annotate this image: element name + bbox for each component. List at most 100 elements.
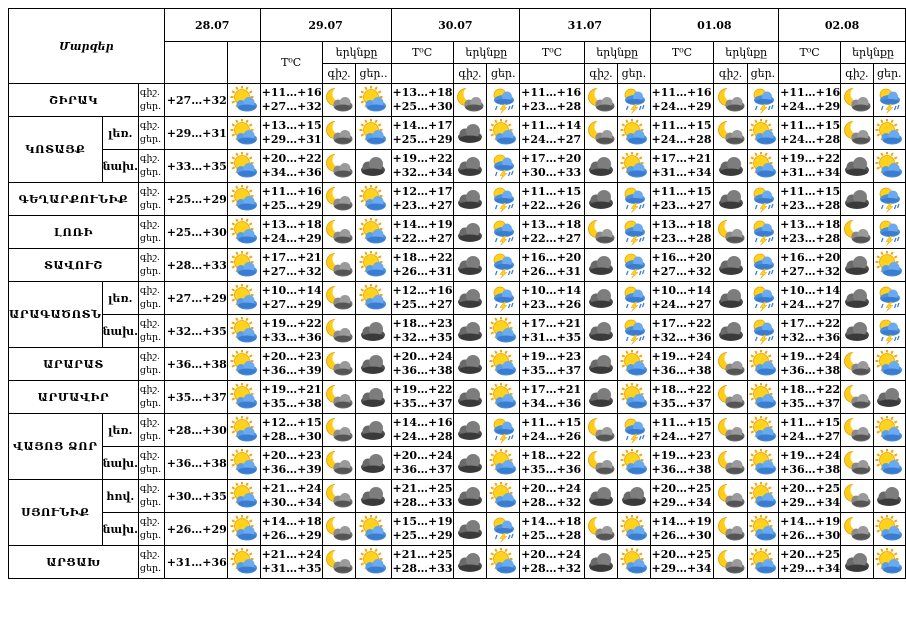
night-temp: +17…+22: [651, 317, 712, 330]
table-row: ԳԵՂԱՐՔՈՒՆԻՔ գիշ. ցեր. +25…+29 +11…+16 +25…+29…: [8, 182, 906, 216]
day-label: ցեր.: [139, 464, 162, 475]
day-header-day-3: ցեր.: [486, 63, 521, 84]
day-sky: [355, 83, 392, 117]
sun-behind-cloud-icon: [619, 383, 649, 409]
first-day-temp: +29…+31: [163, 116, 228, 150]
day-temp-cell: +11…+15 +24…+28: [778, 116, 842, 150]
night-sky: [452, 413, 488, 447]
day-temp: +23…+26: [521, 298, 582, 311]
day-temp-cell: +10…+14 +24…+27: [649, 281, 715, 315]
day-temp-cell: +16…+20 +26…+31: [519, 248, 585, 282]
night-sky: [452, 281, 488, 315]
night-sky: [840, 149, 874, 183]
cloud-rain-thunder-icon: [748, 187, 777, 213]
moon-behind-cloud-icon: [586, 218, 616, 244]
day-sky: [617, 380, 651, 414]
night-header-day-6: գիշ.: [840, 63, 874, 84]
table-row: ԱՐԱԳԱԾՈՏՆ լեռ. գիշ. ցեր. +27…+29 +10…+14 +27…+…: [8, 281, 906, 348]
time-of-day-label: գիշ. ցեր.: [137, 281, 165, 315]
night-sky: [583, 512, 619, 546]
sun-behind-cloud-icon: [229, 482, 259, 508]
moon-behind-cloud-icon: [842, 119, 872, 145]
night-label: գիշ.: [139, 120, 160, 131]
night-sky: [583, 215, 619, 249]
first-day-sky: [226, 446, 261, 480]
day-temp: +33…+36: [261, 331, 322, 344]
time-of-day-label: գիշ. ցեր.: [137, 83, 165, 117]
day-temp-cell: +13…+15 +29…+31: [259, 116, 323, 150]
temp-subheader-day-5: [649, 63, 715, 84]
night-temp: +14…+18: [261, 515, 322, 528]
night-temp: +16…+20: [521, 251, 582, 264]
night-temp: +12…+16: [392, 284, 453, 297]
night-temp: +19…+22: [392, 152, 453, 165]
sun-behind-cloud-icon: [619, 119, 649, 145]
day-sky: [486, 215, 521, 249]
day-temp-cell: +18…+22 +26…+31: [390, 248, 454, 282]
day-temp-cell: +18…+23 +32…+35: [390, 314, 454, 348]
moon-behind-cloud-icon: [586, 449, 616, 475]
night-sky: [452, 380, 488, 414]
night-temp: +14…+19: [780, 515, 841, 528]
first-day-temp: +25…+30: [163, 215, 228, 249]
day-sky: [746, 446, 780, 480]
day-temp: +26…+30: [780, 529, 841, 542]
night-temp: +13…+18: [392, 86, 453, 99]
moon-behind-cloud-icon: [842, 218, 872, 244]
region-subzone: հով.: [101, 479, 139, 513]
sun-behind-cloud-icon: [358, 284, 388, 310]
region-name: ԱՐՄԱՎԻՐ: [8, 380, 139, 414]
day-temp-cell: +20…+25 +29…+34: [778, 479, 842, 513]
night-sky: [321, 116, 357, 150]
day-sky: [355, 182, 392, 216]
moon-behind-cloud-icon: [716, 416, 746, 442]
first-day-sky: [226, 182, 261, 216]
sun-behind-cloud-icon: [874, 251, 904, 277]
night-sky: [452, 479, 488, 513]
sun-behind-cloud-icon: [358, 218, 388, 244]
night-temp: +21…+24: [261, 548, 322, 561]
cloud-rain-thunder-icon: [619, 319, 649, 345]
sun-behind-cloud-icon: [229, 218, 259, 244]
sky-header-day-6: երկնքը: [840, 41, 906, 64]
table-row: նախ. գիշ. ցեր. +26…+29 +14…+18 +26…+29 +15…+19…: [9, 512, 906, 546]
sun-behind-cloud-icon: [229, 383, 259, 409]
day-label: ցեր.: [139, 365, 162, 376]
day-sky: [355, 347, 392, 381]
sun-behind-cloud-icon: [619, 449, 649, 475]
first-day-temp: +27…+29: [163, 281, 228, 315]
day-header-day-4: ցեր.: [617, 63, 651, 84]
day-sky: [617, 182, 651, 216]
night-temp: +11…+15: [651, 416, 712, 429]
moon-behind-cloud-icon: [586, 86, 616, 112]
dark-cloud-icon: [716, 322, 746, 341]
day-temp: +31…+35: [521, 331, 582, 344]
moon-behind-cloud-icon: [324, 449, 354, 475]
night-temp: +14…+19: [392, 218, 453, 231]
night-sky: [713, 116, 748, 150]
cloud-rain-thunder-icon: [488, 418, 518, 444]
night-temp: +20…+25: [780, 482, 841, 495]
dark-cloud-icon: [455, 190, 485, 209]
day-temp: +36…+38: [651, 364, 712, 377]
moon-behind-cloud-icon: [324, 482, 354, 508]
sun-behind-cloud-icon: [748, 449, 777, 475]
day-sky: [617, 413, 651, 447]
cloud-rain-thunder-icon: [619, 220, 649, 246]
night-temp: +10…+14: [261, 284, 322, 297]
dark-cloud-icon: [842, 322, 872, 341]
night-sky: [713, 215, 748, 249]
night-temp: +21…+25: [392, 548, 453, 561]
night-sky: [583, 116, 619, 150]
night-temp: +20…+24: [521, 548, 582, 561]
day-temp-cell: +11…+15 +23…+28: [778, 182, 842, 216]
day-temp-cell: +12…+15 +28…+30: [259, 413, 323, 447]
day-temp-cell: +17…+22 +32…+36: [649, 314, 715, 348]
sun-behind-cloud-icon: [358, 185, 388, 211]
temp-header-day-2: T⁰C: [259, 41, 323, 84]
day-label: ցեր.: [139, 530, 162, 541]
day-temp: +32…+36: [780, 331, 841, 344]
dark-cloud-icon: [842, 157, 872, 176]
day-temp: +28…+33: [392, 496, 453, 509]
night-temp: +11…+15: [780, 416, 841, 429]
